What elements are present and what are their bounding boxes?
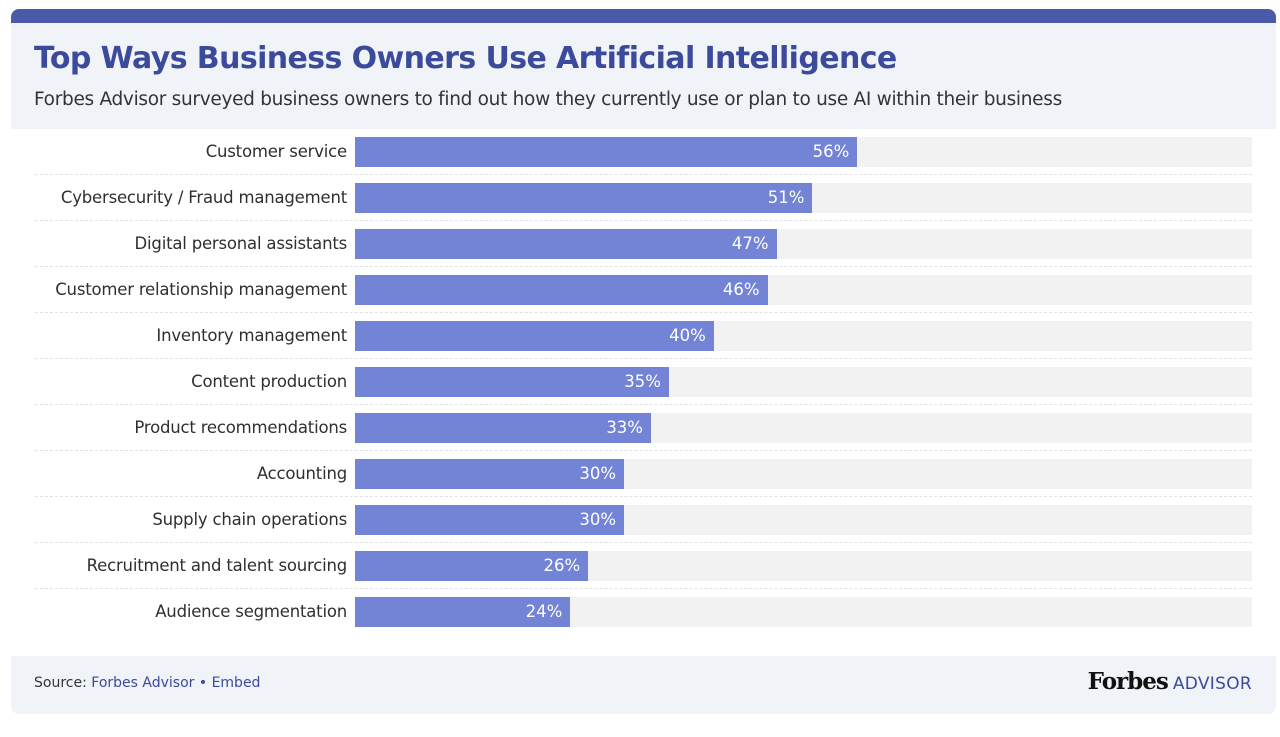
bar-row: Digital personal assistants 47% bbox=[11, 221, 1276, 267]
bar-track: 30% bbox=[355, 459, 1252, 489]
bar-track: 26% bbox=[355, 551, 1252, 581]
category-label: Digital personal assistants bbox=[134, 234, 348, 253]
chart-footer: Source: Forbes Advisor • Embed Forbes ADV… bbox=[11, 656, 1276, 714]
row-divider bbox=[35, 542, 1252, 543]
bar-track: 47% bbox=[355, 229, 1252, 259]
bar: 35% bbox=[355, 367, 669, 397]
row-divider bbox=[35, 312, 1252, 313]
bar-value-label: 24% bbox=[525, 602, 563, 621]
category-label: Supply chain operations bbox=[152, 510, 347, 529]
bar: 33% bbox=[355, 413, 651, 443]
category-label: Content production bbox=[191, 372, 347, 391]
bar-row: Cybersecurity / Fraud management 51% bbox=[11, 175, 1276, 221]
chart-card: Top Ways Business Owners Use Artificial … bbox=[11, 9, 1276, 714]
row-divider bbox=[35, 358, 1252, 359]
bar-row: Customer relationship management 46% bbox=[11, 267, 1276, 313]
bar-track: 33% bbox=[355, 413, 1252, 443]
bar-track: 40% bbox=[355, 321, 1252, 351]
row-divider bbox=[35, 450, 1252, 451]
accent-bar bbox=[11, 9, 1276, 23]
category-label: Customer relationship management bbox=[55, 280, 347, 299]
bar-row: Inventory management 40% bbox=[11, 313, 1276, 359]
bar-value-label: 30% bbox=[579, 510, 617, 529]
bar-row: Supply chain operations 30% bbox=[11, 497, 1276, 543]
row-divider bbox=[35, 588, 1252, 589]
bar: 26% bbox=[355, 551, 589, 581]
logo-forbes-text: Forbes bbox=[1087, 668, 1169, 695]
bar-value-label: 30% bbox=[579, 464, 617, 483]
source-line: Source: Forbes Advisor • Embed bbox=[34, 675, 260, 691]
chart-subtitle: Forbes Advisor surveyed business owners … bbox=[34, 89, 1062, 110]
category-label: Accounting bbox=[256, 464, 347, 483]
row-divider bbox=[35, 496, 1252, 497]
category-label: Customer service bbox=[205, 142, 347, 161]
embed-link[interactable]: Embed bbox=[211, 675, 261, 691]
bar-track: 35% bbox=[355, 367, 1252, 397]
bar-row: Recruitment and talent sourcing 26% bbox=[11, 543, 1276, 589]
bar: 30% bbox=[355, 459, 625, 489]
bar: 24% bbox=[355, 597, 571, 627]
source-separator: • bbox=[198, 675, 208, 691]
bar-track: 46% bbox=[355, 275, 1252, 305]
bar-value-label: 40% bbox=[669, 326, 706, 345]
bar-value-label: 33% bbox=[606, 418, 643, 437]
bar: 56% bbox=[355, 137, 858, 167]
bar: 51% bbox=[355, 183, 813, 213]
row-divider bbox=[35, 404, 1252, 405]
category-label: Inventory management bbox=[156, 326, 347, 345]
bar: 46% bbox=[355, 275, 768, 305]
bar-value-label: 46% bbox=[722, 280, 760, 299]
chart-title: Top Ways Business Owners Use Artificial … bbox=[34, 41, 897, 76]
bar: 47% bbox=[355, 229, 777, 259]
bar-track: 24% bbox=[355, 597, 1252, 627]
category-label: Cybersecurity / Fraud management bbox=[60, 188, 347, 207]
bar-track: 56% bbox=[355, 137, 1252, 167]
bar: 40% bbox=[355, 321, 714, 351]
bar: 30% bbox=[355, 505, 625, 535]
bar-chart: Customer service 56% Cybersecurity / Fraud… bbox=[11, 129, 1276, 656]
logo-advisor-text: ADVISOR bbox=[1172, 674, 1252, 694]
bar-track: 30% bbox=[355, 505, 1252, 535]
source-label: Source: bbox=[34, 675, 87, 691]
category-label: Product recommendations bbox=[134, 418, 347, 437]
bar-value-label: 26% bbox=[543, 556, 581, 575]
bar-row: Content production 35% bbox=[11, 359, 1276, 405]
bar-row: Customer service 56% bbox=[11, 129, 1276, 175]
bar-value-label: 56% bbox=[812, 142, 850, 161]
row-divider bbox=[35, 174, 1252, 175]
forbes-advisor-logo: Forbes ADVISOR bbox=[1088, 668, 1252, 695]
source-link[interactable]: Forbes Advisor bbox=[91, 675, 195, 691]
row-divider bbox=[35, 266, 1252, 267]
bar-value-label: 47% bbox=[731, 234, 769, 253]
bar-value-label: 51% bbox=[767, 188, 805, 207]
bar-row: Product recommendations 33% bbox=[11, 405, 1276, 451]
category-label: Audience segmentation bbox=[155, 602, 347, 621]
bar-value-label: 35% bbox=[624, 372, 661, 391]
chart-header: Top Ways Business Owners Use Artificial … bbox=[11, 23, 1276, 129]
bar-row: Accounting 30% bbox=[11, 451, 1276, 497]
bar-row: Audience segmentation 24% bbox=[11, 589, 1276, 635]
row-divider bbox=[35, 220, 1252, 221]
category-label: Recruitment and talent sourcing bbox=[86, 556, 348, 575]
bar-track: 51% bbox=[355, 183, 1252, 213]
